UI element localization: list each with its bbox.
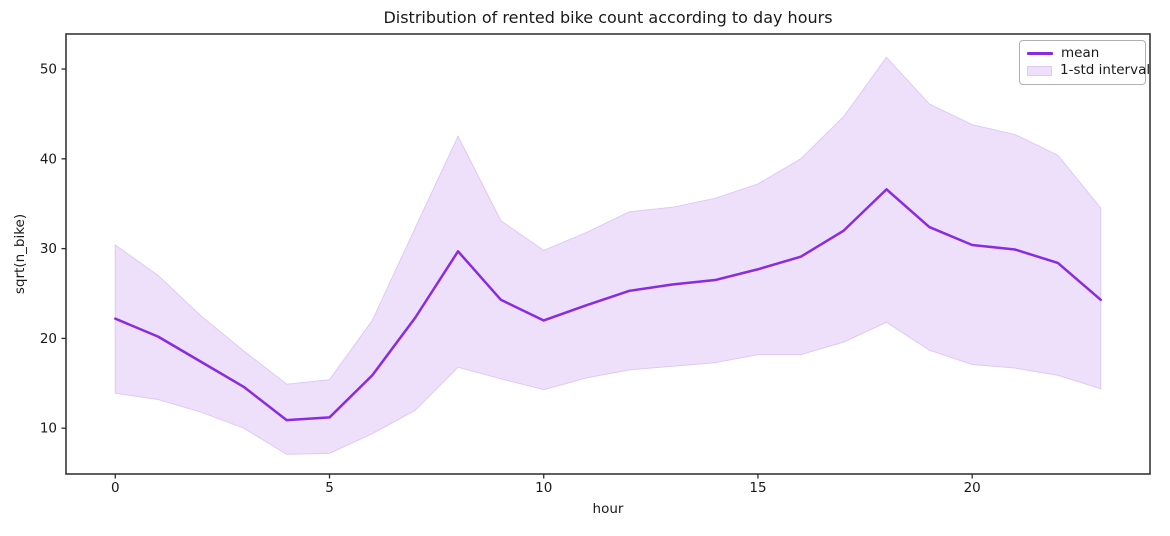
x-tick-label: 10 [535, 480, 552, 496]
legend-item-std-interval: 1-std interval [1027, 62, 1150, 79]
std-interval-band [114, 56, 1102, 455]
y-tick-label: 40 [40, 151, 57, 167]
y-axis-label: sqrt(n_bike) [12, 213, 28, 295]
mean-line-swatch-icon [1027, 52, 1053, 55]
y-tick-label: 30 [40, 241, 57, 257]
x-tick-label: 15 [749, 480, 766, 496]
axes-spines [65, 33, 1151, 475]
x-tick-label: 5 [325, 480, 334, 496]
legend: mean 1-std interval [1019, 40, 1150, 85]
std-interval-swatch-icon [1027, 65, 1052, 76]
y-tick-label: 50 [40, 62, 57, 78]
legend-label-std-interval: 1-std interval [1060, 62, 1151, 78]
chart-title: Distribution of rented bike count accord… [383, 8, 833, 27]
x-axis-label: hour [592, 501, 624, 517]
y-tick-label: 20 [40, 331, 57, 347]
legend-label-mean: mean [1061, 45, 1100, 61]
y-tick-label: 10 [40, 421, 57, 437]
x-tick-label: 20 [964, 480, 981, 496]
legend-item-mean: mean [1027, 45, 1138, 62]
x-tick-label: 0 [111, 480, 120, 496]
mean-line [114, 188, 1102, 422]
